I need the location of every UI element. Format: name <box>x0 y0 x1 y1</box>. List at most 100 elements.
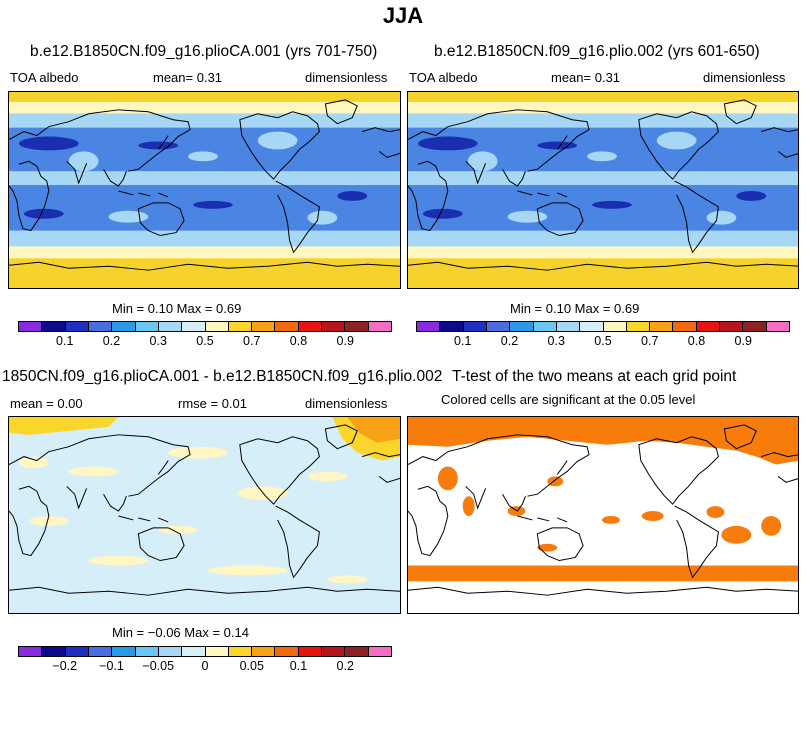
panel1-map <box>8 91 401 289</box>
panel3-units: dimensionless <box>305 396 388 411</box>
difference-positive-region <box>28 515 69 526</box>
colorbar-tick-label: 0.05 <box>239 659 264 673</box>
colorbar-swatch <box>743 322 767 331</box>
figure-title: JJA <box>382 3 424 28</box>
albedo-mid-region <box>507 210 548 223</box>
panel4-subtitle: Colored cells are significant at the 0.0… <box>441 392 696 407</box>
albedo-southern-storm-track <box>9 230 400 249</box>
colorbar-swatch <box>252 322 276 331</box>
colorbar-swatch <box>368 322 391 331</box>
difference-positive-region <box>168 446 228 459</box>
colorbar-swatch <box>135 322 159 331</box>
colorbar-tick-label: −0.2 <box>52 659 78 673</box>
colorbar-swatch <box>345 322 369 331</box>
albedo-mid-region <box>706 210 737 225</box>
colorbar-swatch <box>603 322 627 331</box>
colorbar-tick-label: 0.2 <box>102 334 121 348</box>
panel2-map <box>407 91 799 289</box>
colorbar-tick-label: 0.7 <box>641 334 659 348</box>
ttest-significant-cell <box>706 506 725 518</box>
ttest-significant-cell <box>537 543 558 552</box>
albedo-mid-region <box>188 151 218 162</box>
panel4-ttest-map <box>407 416 799 614</box>
difference-background <box>9 417 400 613</box>
colorbar-swatch <box>417 322 441 331</box>
ttest-significant-cell <box>437 466 458 491</box>
colorbar-swatch <box>252 647 276 656</box>
panel1-mean: mean= 0.31 <box>153 70 223 85</box>
ttest-significant-cell <box>721 525 752 544</box>
albedo-low-region <box>537 141 578 150</box>
panel4-title: T-test of the two means at each grid poi… <box>452 368 737 385</box>
colorbar-swatch <box>275 647 299 656</box>
difference-positive-region <box>18 456 49 469</box>
albedo-low-region <box>138 141 179 150</box>
albedo-mid-region <box>108 210 149 223</box>
albedo-mid-region <box>587 151 617 162</box>
panel3-colorbar <box>18 646 392 657</box>
panel3-title: 1850CN.f09_g16.plioCA.001 - b.e12.B1850C… <box>2 368 443 385</box>
colorbar-tick-label: 0.7 <box>243 334 261 348</box>
ttest-significant-north <box>408 417 798 465</box>
colorbar-swatch <box>182 647 206 656</box>
colorbar-swatch <box>42 322 66 331</box>
colorbar-swatch <box>556 322 581 331</box>
colorbar-swatch <box>228 647 253 656</box>
difference-arctic-high <box>9 417 119 435</box>
colorbar-swatch <box>19 322 43 331</box>
albedo-mid-region <box>257 131 298 150</box>
difference-positive-region <box>207 565 288 576</box>
panel2-mean: mean= 0.31 <box>551 70 621 85</box>
albedo-northern-midlatitude <box>408 113 798 128</box>
albedo-southern-subpolar <box>9 246 400 261</box>
ttest-significant-south <box>408 565 798 582</box>
colorbar-tick-label: 0.5 <box>594 334 612 348</box>
colorbar-swatch <box>510 322 534 331</box>
colorbar-swatch <box>720 322 744 331</box>
panel3-difference-map <box>8 416 401 614</box>
albedo-southern-subpolar <box>408 246 798 261</box>
ttest-significant-cell <box>547 476 564 487</box>
albedo-low-region <box>736 190 767 201</box>
colorbar-swatch <box>112 322 136 331</box>
ttest-significant-cell <box>641 511 664 521</box>
colorbar-tick-label: 0.9 <box>336 334 354 348</box>
colorbar-swatch <box>88 322 113 331</box>
albedo-low-region <box>417 136 478 151</box>
colorbar-swatch <box>158 322 183 331</box>
colorbar-swatch <box>205 322 229 331</box>
colorbar-tick-label: 0.8 <box>289 334 308 348</box>
albedo-mid-region <box>68 151 99 172</box>
panel2-units: dimensionless <box>703 70 786 85</box>
colorbar-swatch <box>298 647 323 656</box>
colorbar-tick-label: −0.1 <box>99 659 124 673</box>
colorbar-swatch <box>205 647 229 656</box>
panel3-minmax: Min = −0.06 Max = 0.14 <box>112 625 249 640</box>
colorbar-swatch <box>673 322 697 331</box>
colorbar-swatch <box>228 322 253 331</box>
colorbar-tick-label: 0.8 <box>687 334 706 348</box>
albedo-low-region <box>23 208 64 219</box>
colorbar-tick-label: 0.3 <box>149 334 167 348</box>
panel2-field-label: TOA albedo <box>409 70 478 85</box>
albedo-arctic-high <box>9 92 400 102</box>
albedo-mid-region <box>656 131 697 150</box>
colorbar-swatch <box>19 647 43 656</box>
colorbar-swatch <box>345 647 369 656</box>
panel2-colorbar <box>416 321 790 332</box>
colorbar-swatch <box>158 647 183 656</box>
albedo-mid-region <box>307 210 338 225</box>
colorbar-tick-label: 0.9 <box>734 334 752 348</box>
colorbar-swatch <box>182 322 206 331</box>
colorbar-tick-label: 0.3 <box>547 334 565 348</box>
coastlines <box>9 424 400 596</box>
difference-positive-region <box>327 575 368 584</box>
colorbar-swatch <box>696 322 721 331</box>
albedo-low-region <box>337 190 368 201</box>
colorbar-swatch <box>112 647 136 656</box>
colorbar-tick-label: 0.2 <box>336 659 354 673</box>
colorbar-tick-label: 0 <box>201 659 209 673</box>
difference-positive-region <box>88 555 149 566</box>
colorbar-swatch <box>65 322 89 331</box>
difference-eurasia-max <box>347 417 400 443</box>
